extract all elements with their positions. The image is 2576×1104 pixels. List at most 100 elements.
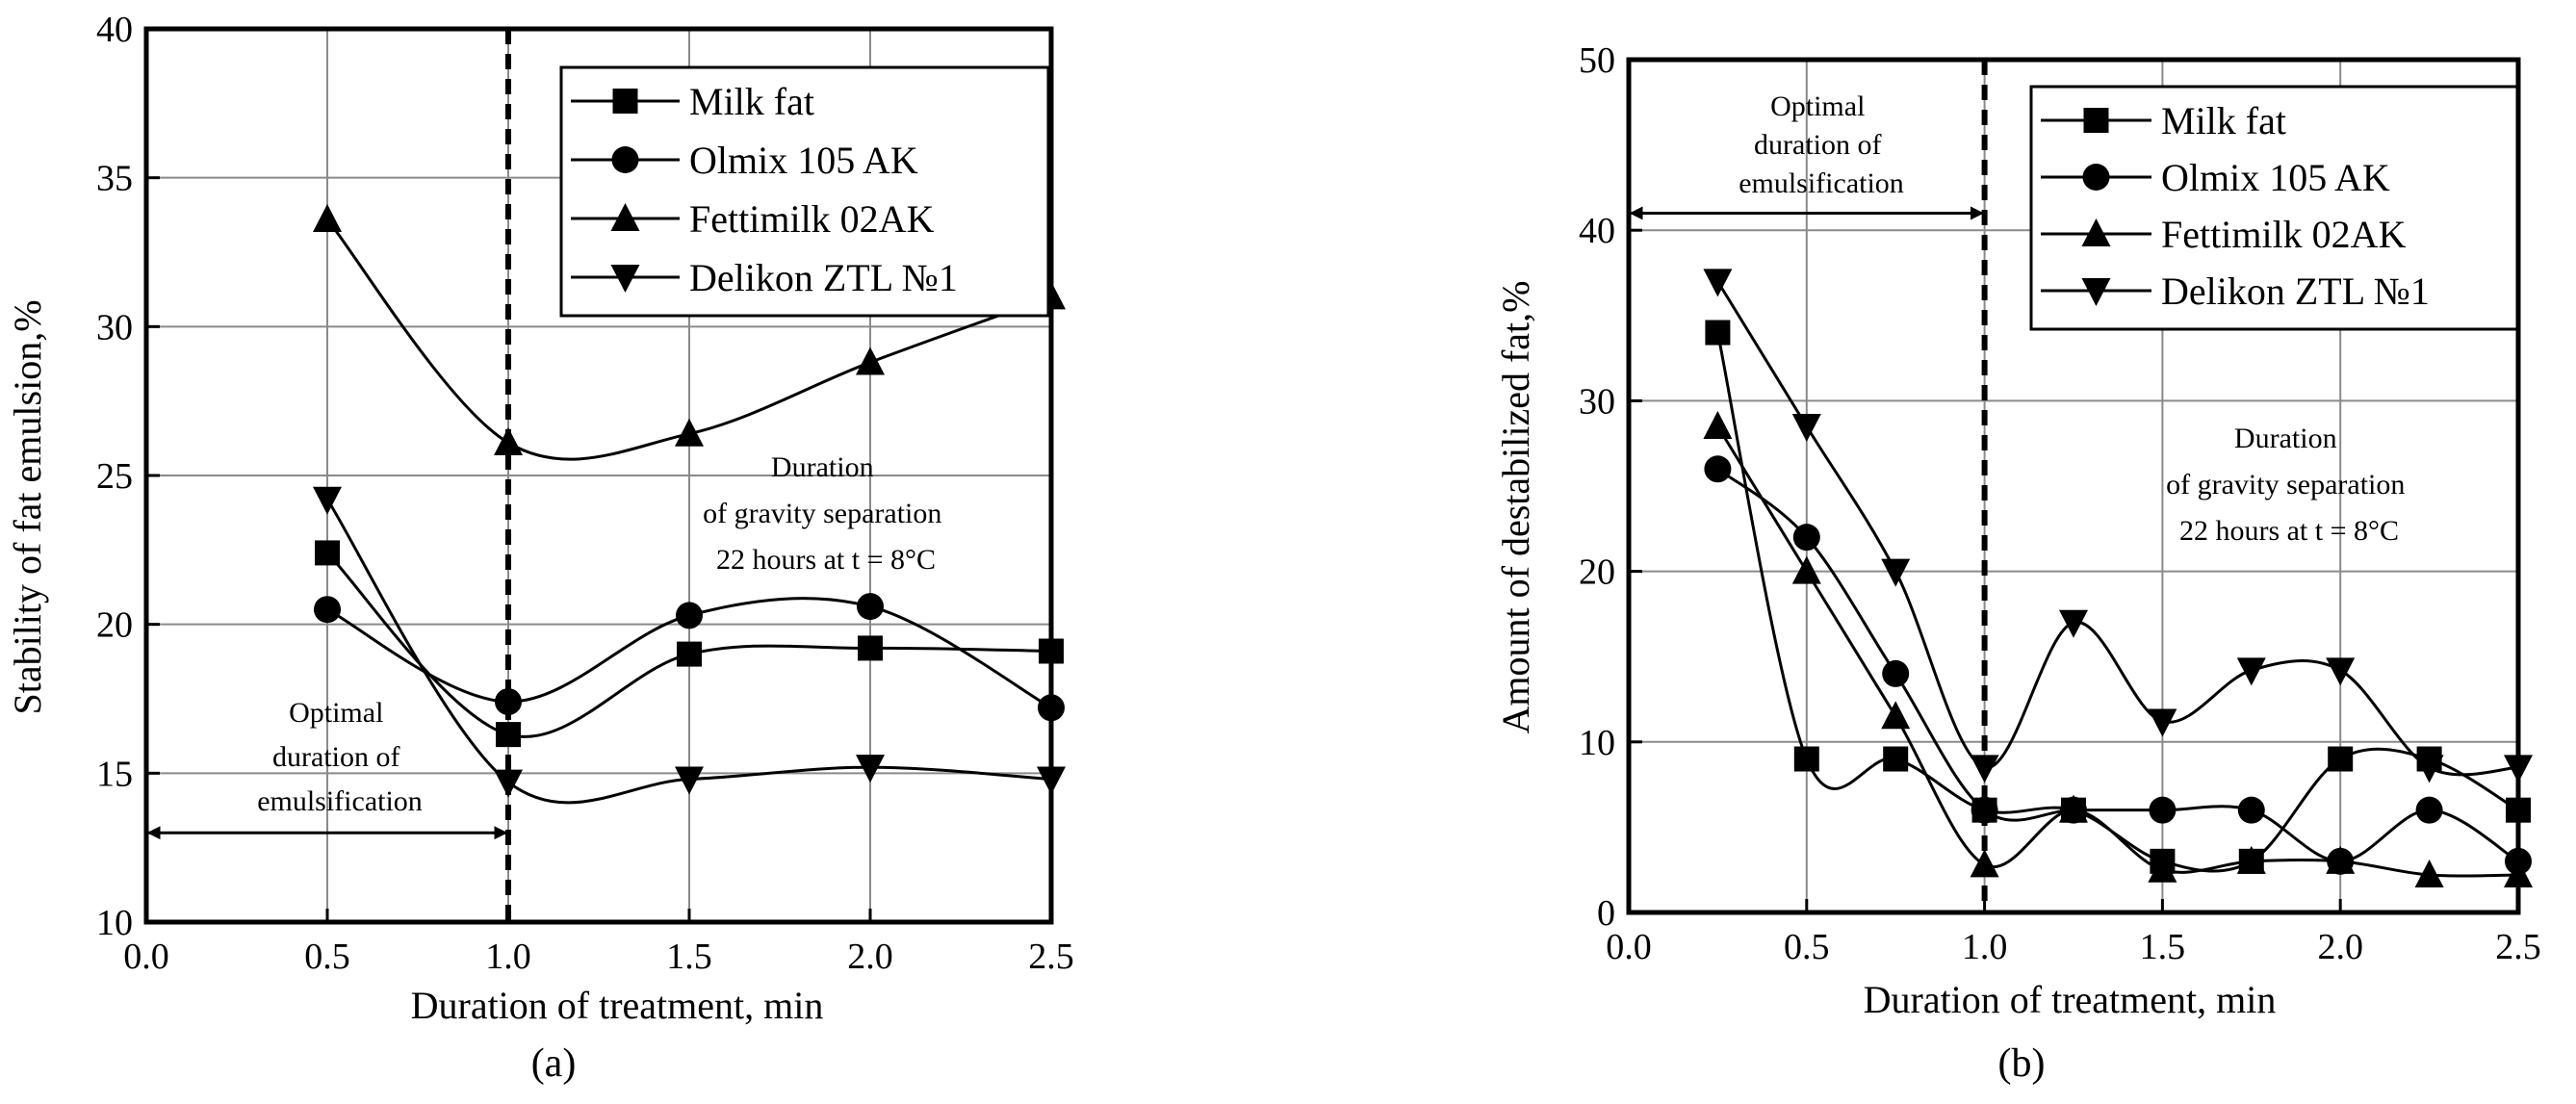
chart-b-xtick-label: 2.5	[2495, 927, 2541, 967]
chart-b-point-milk-fat	[2328, 746, 2354, 772]
chart-b-line-milk-fat	[1715, 332, 2519, 873]
chart-b-legend-label-delikon: Delikon ZTL №1	[2161, 270, 2430, 313]
chart-a-annotation-gravity: Duration of gravity separation 22 hours …	[703, 451, 949, 576]
chart-b-point-olmix-105-ak	[1882, 659, 1910, 687]
chart-a-point-fettimilk-02ak	[675, 418, 704, 447]
chart-b-point-olmix-105-ak	[2149, 796, 2177, 824]
chart-a-xtick-label: 1.0	[485, 937, 531, 977]
chart-a-point-delikon-ztl-1	[494, 769, 523, 798]
chart-b-point-olmix-105-ak	[1792, 524, 1820, 552]
chart-a-markers	[313, 203, 1066, 798]
chart-b-point-fettimilk-02ak	[1791, 555, 1821, 584]
chart-a-legend-label-delikon: Delikon ZTL №1	[689, 256, 958, 299]
chart-b-point-delikon-ztl-1	[1703, 269, 1733, 297]
chart-b-point-fettimilk-02ak	[2236, 845, 2266, 874]
chart-a-point-delikon-ztl-1	[675, 766, 704, 795]
chart-b-annotation-optimal: Optimal duration of emulsification	[1739, 90, 1904, 199]
chart-b-point-fettimilk-02ak	[2148, 854, 2177, 883]
chart-a-point-milk-fat	[496, 722, 521, 748]
chart-b-legend-label-olmix: Olmix 105 AK	[2161, 156, 2390, 199]
chart-panel-b: 0.0 0.5 1.0 1.5 2.0 2.5 0 10 20 30 40 50 Amount of …	[1494, 40, 2541, 1086]
chart-a-panel-label: (a)	[531, 1041, 577, 1086]
chart-b-ytick-label: 30	[1579, 381, 1615, 422]
chart-a-point-milk-fat	[858, 635, 883, 661]
chart-b-point-olmix-105-ak	[1704, 455, 1732, 483]
chart-b-point-delikon-ztl-1	[2414, 755, 2444, 783]
chart-b-tick-labels: 0.0 0.5 1.0 1.5 2.0 2.5 0 10 20 30 40 50	[1579, 40, 2541, 967]
chart-b-point-delikon-ztl-1	[2236, 657, 2266, 686]
chart-b-point-olmix-105-ak	[2415, 796, 2443, 824]
chart-b-point-milk-fat	[1793, 746, 1819, 772]
chart-b-point-delikon-ztl-1	[1791, 413, 1821, 442]
chart-b-xtick-label: 2.0	[2317, 927, 2363, 967]
chart-b-point-fettimilk-02ak	[1970, 849, 1999, 878]
chart-b-legend-marker-milk-fat	[2083, 108, 2109, 133]
chart-b-xtick-label: 0.0	[1606, 927, 1652, 967]
chart-b-plot-frame	[1626, 57, 2521, 915]
chart-b-point-olmix-105-ak	[1971, 796, 1998, 824]
chart-a-ytick-label: 20	[96, 605, 133, 646]
chart-b-point-delikon-ztl-1	[2326, 657, 2356, 686]
chart-a-legend-box	[559, 65, 1050, 318]
chart-b-legend-marker-olmix-105-ak	[2082, 164, 2110, 191]
chart-b-ytick-label: 20	[1579, 552, 1615, 593]
chart-b-legend-marker-delikon-ztl-1	[2081, 278, 2111, 306]
chart-a-point-fettimilk-02ak	[313, 203, 342, 232]
chart-a-legend-marker-milk-fat	[612, 89, 638, 114]
chart-b-point-delikon-ztl-1	[2148, 708, 2177, 737]
chart-b-point-fettimilk-02ak	[2414, 860, 2444, 888]
chart-a-ytick-label: 35	[96, 159, 133, 199]
chart-b-ytick-label: 10	[1579, 723, 1615, 763]
chart-b-xtick-label: 1.0	[1962, 927, 2008, 967]
chart-a-point-olmix-105-ak	[314, 596, 341, 624]
chart-a-legend: Milk fat Olmix 105 AK Fettimilk 02AK Del…	[559, 65, 1050, 318]
chart-b-point-fettimilk-02ak	[2326, 845, 2356, 874]
chart-a-annotation-optimal: Optimal duration of emulsification	[257, 697, 423, 817]
chart-a-xlabel: Duration of treatment, min	[411, 984, 824, 1027]
chart-b-line-olmix-105-ak	[1716, 468, 2519, 863]
chart-a-xtick-label: 0.5	[304, 937, 350, 977]
chart-a-legend-label-milk-fat: Milk fat	[689, 80, 814, 123]
chart-a-point-delikon-ztl-1	[856, 755, 885, 783]
chart-a-xtick-label: 0.0	[123, 937, 169, 977]
chart-b-legend-marker-fettimilk-02ak	[2081, 218, 2111, 246]
chart-a-line-delikon-ztl-1	[325, 498, 1052, 805]
chart-a-ytick-label: 10	[96, 903, 133, 943]
chart-b-curves	[1715, 280, 2519, 878]
chart-panel-a: 0.0 0.5 1.0 1.5 2.0 2.5 10 15 20 25 30 35 40 Stabili…	[6, 10, 1074, 1086]
chart-a-legend-marker-fettimilk-02ak	[610, 203, 640, 231]
chart-a-ylabel: Stability of fat emulsion,%	[6, 299, 49, 714]
chart-b-point-milk-fat	[1705, 320, 1731, 346]
chart-b-point-fettimilk-02ak	[1881, 701, 1911, 730]
chart-a-point-fettimilk-02ak	[494, 426, 523, 455]
chart-a-tick-labels: 0.0 0.5 1.0 1.5 2.0 2.5 10 15 20 25 30 35 40	[96, 10, 1074, 977]
chart-a-point-delikon-ztl-1	[313, 486, 342, 515]
chart-a-ytick-label: 15	[96, 754, 133, 794]
chart-a-point-milk-fat	[315, 540, 340, 566]
chart-b-point-olmix-105-ak	[2237, 796, 2265, 824]
chart-b-markers	[1703, 269, 2533, 888]
chart-b-xtick-label: 0.5	[1784, 927, 1830, 967]
chart-a-legend-label-fettimilk: Fettimilk 02AK	[689, 197, 935, 241]
chart-b-legend-label-milk-fat: Milk fat	[2161, 99, 2286, 142]
chart-b-point-fettimilk-02ak	[2059, 794, 2088, 823]
chart-b-point-delikon-ztl-1	[1970, 755, 1999, 783]
chart-a-ytick-label: 30	[96, 307, 133, 347]
chart-b-ytick-label: 40	[1579, 211, 1615, 251]
chart-b-point-milk-fat	[1883, 746, 1909, 772]
chart-b-point-delikon-ztl-1	[1881, 558, 1911, 587]
chart-b-annotation-gravity: Duration of gravity separation 22 hours …	[2166, 423, 2412, 547]
chart-b-ylabel: Amount of destabilized fat,%	[1494, 281, 1537, 734]
chart-b-point-fettimilk-02ak	[1703, 410, 1733, 439]
chart-a-point-olmix-105-ak	[495, 688, 522, 716]
chart-b-legend: Milk fat Olmix 105 AK Fettimilk 02AK Del…	[2029, 85, 2519, 331]
chart-a-point-olmix-105-ak	[676, 602, 703, 629]
chart-a-xtick-label: 2.5	[1028, 937, 1074, 977]
chart-b-legend-label-fettimilk: Fettimilk 02AK	[2161, 213, 2407, 256]
chart-a-legend-keys	[571, 89, 680, 293]
chart-a-point-olmix-105-ak	[857, 593, 884, 621]
chart-b-point-delikon-ztl-1	[2059, 609, 2088, 638]
chart-a-xtick-label: 2.0	[847, 937, 893, 977]
chart-b-legend-box	[2029, 85, 2519, 331]
